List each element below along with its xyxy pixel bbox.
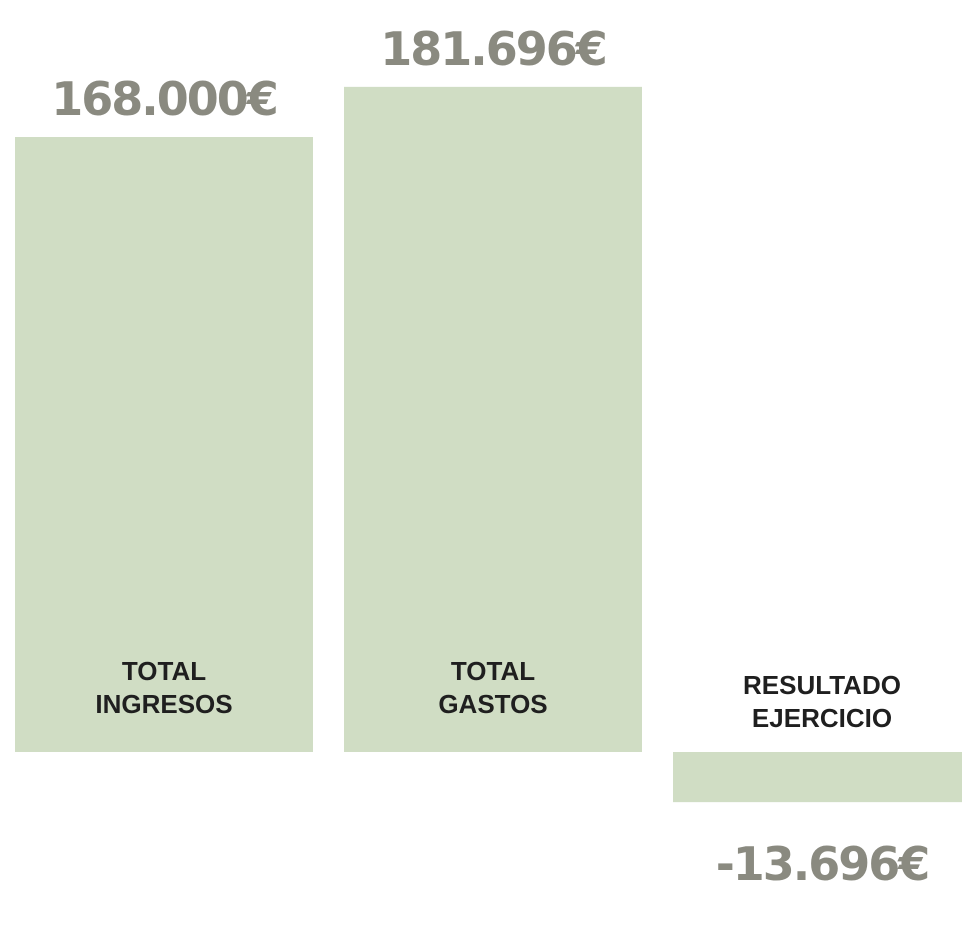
category-label-1-line-1: TOTAL — [122, 656, 206, 686]
category-label-1-line-2: INGRESOS — [95, 689, 232, 719]
bar-1 — [15, 137, 313, 752]
bar-value-label-1: 168.000€ — [51, 72, 277, 126]
category-label-2-line-1: TOTAL — [451, 656, 535, 686]
bar-3 — [673, 752, 962, 803]
bar-value-label-2: 181.696€ — [380, 22, 606, 76]
bar-value-label-3: -13.696€ — [716, 837, 929, 891]
bar-2 — [344, 86, 642, 752]
category-label-3-line-2: EJERCICIO — [752, 703, 892, 733]
category-label-3-line-1: RESULTADO — [743, 670, 901, 700]
category-label-2-line-2: GASTOS — [438, 689, 547, 719]
